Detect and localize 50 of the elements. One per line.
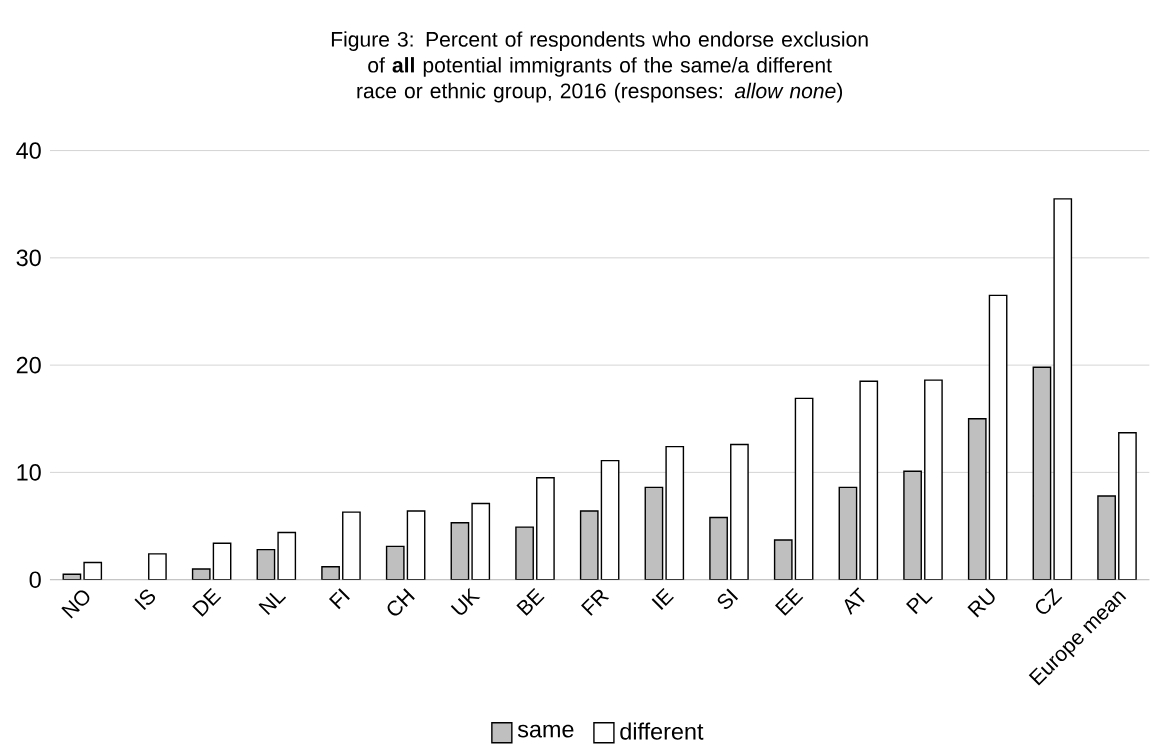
bar bbox=[342, 511, 361, 580]
x-tick-label: SI bbox=[717, 588, 739, 609]
x-tick-label: AT bbox=[844, 587, 865, 615]
x-tick-label: FR bbox=[581, 589, 610, 616]
y-tick-label: 30 bbox=[16, 249, 41, 267]
bar bbox=[709, 516, 728, 580]
bar bbox=[148, 553, 167, 580]
bar bbox=[83, 561, 103, 580]
bar bbox=[212, 542, 232, 580]
legend-label: different bbox=[620, 722, 704, 740]
x-tick-label: UK bbox=[450, 587, 481, 615]
x-tick-label: RU bbox=[967, 587, 995, 618]
y-tick-label: 20 bbox=[16, 356, 41, 374]
x-tick-label: CZ bbox=[1035, 587, 1063, 614]
bar bbox=[988, 294, 1008, 580]
y-tick-label: 40 bbox=[16, 142, 41, 159]
x-tick-label: IS bbox=[134, 589, 156, 610]
bar bbox=[515, 526, 534, 580]
bar bbox=[1053, 198, 1073, 580]
x-tick-label: DE bbox=[192, 587, 222, 617]
y-tick-label: 10 bbox=[17, 464, 41, 481]
bar bbox=[406, 510, 426, 580]
bar bbox=[665, 445, 685, 580]
bar bbox=[471, 502, 491, 580]
bar bbox=[967, 417, 987, 580]
x-tick-label: NO bbox=[61, 590, 90, 619]
bar bbox=[1118, 431, 1137, 580]
bar bbox=[924, 379, 943, 580]
y-tick-label: 0 bbox=[29, 571, 41, 588]
chart-title: Figure 3: Percent of respondents who endorse exclusion of all potential immigrants of the same/a different race or ethnic group, 2016 (responses: allow none) bbox=[331, 31, 868, 103]
bar bbox=[859, 380, 879, 580]
bar bbox=[1032, 366, 1052, 580]
x-tick-label: BE bbox=[516, 587, 545, 616]
x-tick-label: FI bbox=[328, 588, 350, 610]
bar bbox=[730, 443, 749, 580]
x-tick-label: IE bbox=[651, 587, 674, 610]
bar bbox=[644, 486, 664, 580]
x-tick-label: NL bbox=[258, 592, 287, 615]
bar bbox=[1097, 495, 1116, 580]
bar bbox=[794, 397, 814, 580]
x-tick-label: EE bbox=[775, 587, 804, 616]
bar bbox=[536, 476, 555, 580]
bar bbox=[903, 470, 922, 580]
x-tick-label: CH bbox=[387, 588, 415, 616]
legend-label: same bbox=[517, 724, 574, 738]
bar bbox=[579, 510, 599, 580]
bar bbox=[277, 531, 297, 580]
bar bbox=[600, 459, 620, 580]
x-tick-label: PL bbox=[906, 592, 933, 615]
bar bbox=[838, 486, 858, 580]
